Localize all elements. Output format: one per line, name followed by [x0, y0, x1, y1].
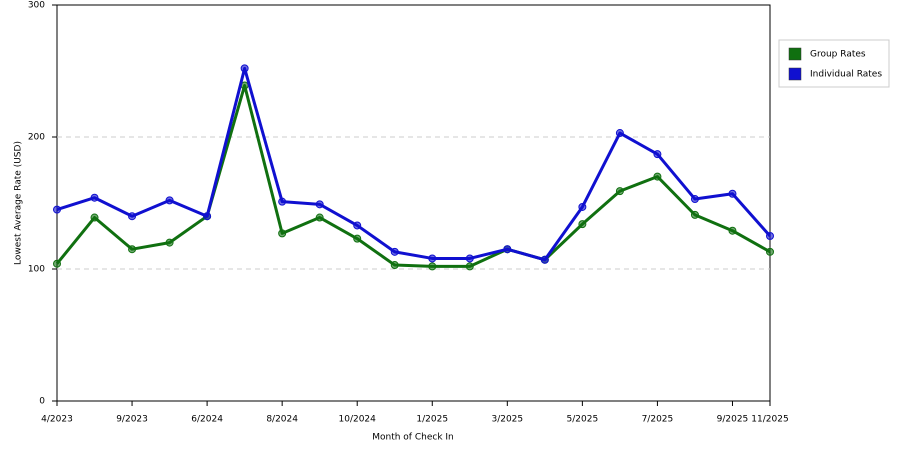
legend-label: Individual Rates	[810, 70, 882, 80]
legend-swatch	[788, 67, 802, 81]
data-point	[53, 259, 61, 268]
data-point	[390, 261, 399, 270]
data-point	[315, 200, 324, 209]
data-point	[615, 129, 624, 138]
x-tick-label: 8/2024	[266, 415, 298, 425]
data-point	[578, 202, 587, 211]
x-tick-label: 10/2024	[339, 415, 377, 425]
x-tick-label: 3/2025	[491, 415, 523, 425]
data-point	[353, 234, 362, 243]
data-point	[128, 212, 137, 221]
data-point	[766, 232, 774, 240]
data-point	[315, 213, 324, 222]
x-tick-label: 5/2025	[567, 415, 599, 425]
data-point	[690, 210, 699, 219]
data-point	[690, 195, 699, 204]
data-point	[465, 254, 474, 263]
data-point	[728, 226, 737, 235]
series-line	[56, 66, 772, 262]
y-tick-label: 300	[28, 1, 45, 11]
data-point	[653, 172, 662, 181]
x-tick-label: 6/2024	[191, 415, 223, 425]
data-point	[165, 238, 174, 247]
data-point	[728, 189, 737, 198]
data-point	[278, 229, 287, 238]
x-tick-label: 9/2025	[717, 415, 749, 425]
series-line	[55, 84, 771, 268]
x-axis-label: Month of Check In	[372, 433, 454, 443]
data-point	[578, 220, 587, 229]
data-point	[278, 197, 287, 206]
data-point	[128, 245, 137, 254]
y-tick-label: 0	[39, 397, 45, 407]
y-tick-label: 100	[28, 265, 45, 275]
data-point	[165, 196, 174, 205]
data-point	[90, 213, 99, 222]
y-axis-label: Lowest Average Rate (USD)	[14, 141, 24, 265]
data-point	[653, 150, 662, 159]
data-point	[240, 64, 249, 73]
x-tick-label: 4/2023	[41, 415, 73, 425]
x-tick-label: 7/2025	[642, 415, 674, 425]
data-point	[465, 262, 474, 271]
data-point	[428, 254, 437, 263]
data-point	[353, 221, 362, 230]
legend-swatch	[788, 47, 802, 61]
y-tick-label: 200	[28, 133, 45, 143]
data-point	[53, 205, 61, 214]
data-point	[203, 212, 212, 221]
data-point	[90, 193, 99, 202]
data-point	[390, 247, 399, 256]
x-tick-label: 1/2025	[416, 415, 448, 425]
data-point	[428, 262, 437, 271]
legend-label: Group Rates	[810, 50, 866, 60]
x-tick-label: 9/2023	[116, 415, 148, 425]
data-point	[766, 247, 774, 256]
x-tick-label: 11/2025	[751, 415, 788, 425]
data-point	[615, 187, 624, 196]
data-point	[540, 255, 549, 264]
data-point	[503, 245, 512, 254]
